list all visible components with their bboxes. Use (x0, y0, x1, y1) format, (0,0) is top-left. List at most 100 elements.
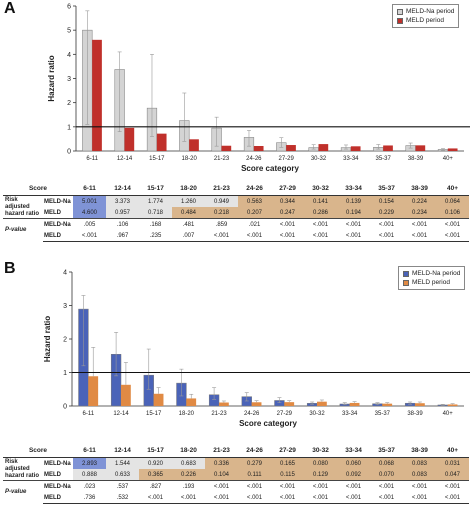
row-group-label: Risk adjusted hazard ratio (3, 195, 43, 219)
hr-cell: 0.224 (403, 195, 437, 207)
y-tick-label: 0 (63, 404, 67, 411)
pvalue-cell: <.001 (271, 218, 305, 230)
legend-label-meld: MELD period (412, 279, 450, 286)
bar (251, 402, 262, 406)
hr-cell: 0.154 (370, 195, 404, 207)
y-tick-label: 6 (67, 4, 71, 11)
bar (253, 145, 264, 151)
hr-cell: 0.031 (436, 457, 470, 469)
hr-cell: 0.064 (436, 195, 470, 207)
hr-row: MELD 0.888 0.633 0.365 0.226 0.104 0.111 0.115 0… (3, 469, 470, 481)
panel-b-label: B (4, 260, 16, 277)
hr-cell: 1.544 (106, 457, 140, 469)
pvalue-cell: <.001 (337, 492, 371, 504)
table-a: Score 6-11 12-14 15-17 18-20 21-23 24-26 27-29 3… (3, 181, 470, 242)
y-tick-label: 3 (63, 303, 67, 310)
legend-a: MELD-Na period MELD period (392, 4, 460, 28)
row-label: MELD (44, 471, 61, 478)
score-category: 24-26 (238, 443, 272, 458)
pvalue-cell: <.001 (205, 230, 239, 242)
hr-cell: 3.373 (106, 195, 140, 207)
bar (415, 403, 425, 406)
hr-cell: 0.718 (139, 207, 173, 219)
score-category: 15-17 (139, 181, 173, 196)
pvalue-cell: .106 (106, 218, 140, 230)
pvalue-cell: .021 (238, 218, 272, 230)
x-axis-label: Score category (241, 164, 299, 173)
pvalue-cell: <.001 (271, 492, 305, 504)
hr-cell: 0.047 (436, 469, 470, 481)
y-tick-label: 3 (67, 76, 71, 83)
bar (382, 403, 393, 406)
pvalue-cell: <.001 (436, 480, 470, 492)
row-label: MELD-Na (43, 195, 74, 207)
x-tick-label: 40+ (443, 411, 454, 417)
score-category: 15-17 (139, 443, 173, 458)
x-tick-label: 12-14 (113, 411, 129, 417)
bar (186, 398, 197, 406)
score-category: 12-14 (106, 181, 140, 196)
hr-cell: 0.484 (172, 207, 206, 219)
pvalue-cell: <.001 (436, 230, 470, 242)
bar (121, 384, 131, 406)
score-category: 30-32 (304, 443, 338, 458)
panel-a-label: A (4, 0, 16, 17)
score-category: 6-11 (73, 181, 107, 196)
x-axis-label: Score category (239, 419, 297, 428)
x-tick-label: 27-29 (277, 411, 293, 417)
score-category: 35-37 (370, 443, 404, 458)
hr-cell: 0.234 (403, 207, 437, 219)
score-category: 18-20 (172, 181, 206, 196)
pvalue-cell: .235 (139, 230, 173, 242)
bar (284, 402, 295, 406)
pvalue-row: P-value MELD-Na .005.106.168.481.859.021 <.… (3, 218, 470, 242)
score-category: 40+ (436, 443, 470, 458)
pvalue-cell: <.001 (436, 492, 470, 504)
chart-a: 0 1 2 3 4 5 6 Hazard ratio Score category 6-11 12-… (47, 4, 470, 173)
pvalue-cell: <.001 (370, 218, 404, 230)
bar (447, 404, 458, 406)
pvalue-cell: .005 (73, 218, 107, 230)
legend-swatch-meld-na (397, 8, 403, 15)
hr-cell: 0.279 (238, 457, 272, 469)
score-category: 35-37 (370, 181, 404, 196)
hr-cell: 0.336 (205, 457, 239, 469)
score-category: 38-39 (403, 181, 437, 196)
hr-cell: 0.344 (271, 195, 305, 207)
x-tick-label: 18-20 (181, 156, 197, 162)
score-category: 18-20 (172, 443, 206, 458)
pvalue-cell: .481 (172, 218, 206, 230)
hr-cell: 0.068 (370, 457, 404, 469)
x-tick-label: 24-26 (244, 411, 260, 417)
x-tick-label: 35-37 (375, 156, 391, 162)
score-category: 40+ (436, 181, 470, 196)
row-group-label: Risk adjusted hazard ratio (3, 457, 43, 481)
hr-cell: 0.286 (304, 207, 338, 219)
pvalue-row: P-value MELD-Na .023.537.827.193 <.001 <.001… (3, 480, 470, 504)
bar (88, 376, 99, 406)
pvalue-label: P-value (3, 480, 43, 504)
y-tick-label: 1 (63, 370, 67, 377)
x-tick-label: 40+ (443, 156, 454, 162)
x-tick-label: 30-32 (309, 411, 325, 417)
pvalue-cell: <.001 (403, 230, 437, 242)
x-tick-label: 33-34 (342, 411, 358, 417)
bar (92, 39, 102, 152)
bar (350, 146, 361, 151)
legend-b: MELD-Na period MELD period (398, 266, 466, 290)
hr-cell: 0.218 (205, 207, 239, 219)
score-category: 24-26 (238, 181, 272, 196)
pvalue-cell: <.001 (304, 480, 338, 492)
pvalue-cell: <.001 (370, 480, 404, 492)
hr-cell: 0.092 (337, 469, 371, 481)
score-category: 33-34 (337, 443, 371, 458)
hr-cell: 1.260 (172, 195, 206, 207)
hr-cell: 0.207 (238, 207, 272, 219)
hr-cell: 0.563 (238, 195, 272, 207)
pvalue-cell: .007 (172, 230, 206, 242)
hr-cell: 0.115 (271, 469, 305, 481)
pvalue-cell: <.001 (304, 492, 338, 504)
hr-cell: 0.106 (436, 207, 470, 219)
pvalue-cell: <.001 (271, 480, 305, 492)
pvalue-cell: .193 (172, 480, 206, 492)
